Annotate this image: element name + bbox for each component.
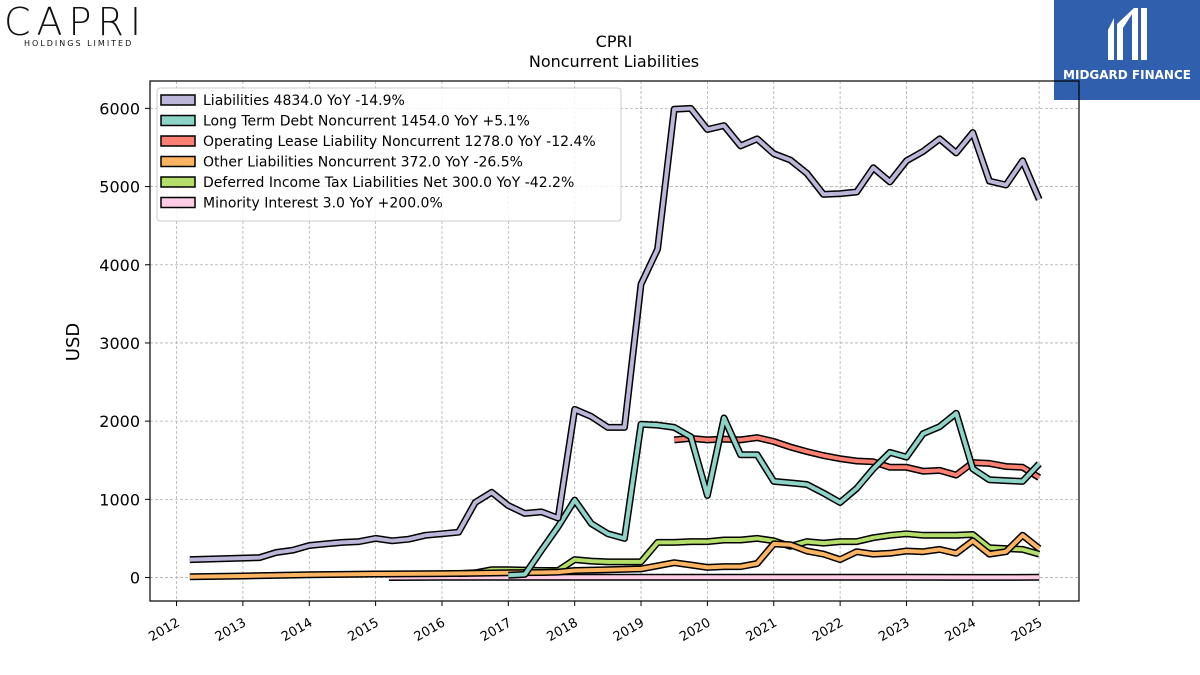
y-axis-label: USD [63,323,84,361]
y-tick-label: 3000 [99,334,140,353]
legend-swatch [160,155,196,168]
x-tick-label: 2023 [876,615,912,645]
midgard-finance-logo: MIDGARD FINANCE [1054,0,1200,100]
series-2 [673,434,1042,481]
chart-title: CPRI [596,32,633,51]
y-tick-label: 6000 [99,99,140,118]
series-3 [189,531,1042,581]
legend-item-3: Other Liabilities Noncurrent 372.0 YoY -… [160,155,523,171]
legend-label: Deferred Income Tax Liabilities Net 300.… [203,175,574,191]
legend-swatch [160,94,196,106]
legend-label: Long Term Debt Noncurrent 1454.0 YoY +5.… [203,114,530,130]
legend-item-2: Operating Lease Liability Noncurrent 127… [160,134,596,150]
legend-label: Minority Interest 3.0 YoY +200.0% [203,196,443,212]
chart-subtitle: Noncurrent Liabilities [529,52,699,71]
series-1 [508,409,1042,579]
series-line-outline [673,434,1042,481]
legend-item-0: Liabilities 4834.0 YoY -14.9% [160,93,405,109]
x-tick-label: 2012 [146,615,182,645]
x-tick-label: 2014 [279,615,315,645]
y-tick-label: 2000 [99,412,140,431]
plot-frame [149,80,1080,602]
legend-item-1: Long Term Debt Noncurrent 1454.0 YoY +5.… [160,114,530,130]
x-tick-label: 2016 [412,615,448,645]
x-tick-label: 2021 [744,615,780,645]
legend-swatch [160,176,196,188]
x-tick-label: 2024 [943,615,979,645]
capri-logo-subtitle: HOLDINGS LIMITED [24,39,134,48]
legend: Liabilities 4834.0 YoY -14.9% Long Term D… [156,87,622,222]
legend-item-4: Deferred Income Tax Liabilities Net 300.… [160,175,574,191]
series-line [189,106,1042,562]
x-tick-label: 2022 [810,615,846,645]
y-tick-label: 0 [130,569,140,588]
series-line [458,531,1040,576]
legend-label: Liabilities 4834.0 YoY -14.9% [203,93,405,109]
series-line [189,533,1041,579]
legend-swatch [160,196,196,209]
midgard-brand-text: MIDGARD FINANCE [1063,68,1191,82]
capri-logo-name: CAPRI [4,0,148,44]
legend-label: Other Liabilities Noncurrent 372.0 YoY -… [203,155,523,171]
x-tick-label: 2017 [478,615,514,645]
series-line [508,411,1041,578]
legend-item-5: Minority Interest 3.0 YoY +200.0% [160,196,443,212]
legend-swatch [160,135,196,147]
legend-box [156,87,622,222]
y-tick-label: 1000 [99,490,140,509]
x-tick-label: 2025 [1009,615,1045,645]
x-tick-label: 2020 [677,615,713,645]
x-tick-label: 2013 [213,615,249,645]
capri-logo: CAPRI HOLDINGS LIMITED [0,0,160,60]
series-4 [458,530,1041,578]
legend-label: Operating Lease Liability Noncurrent 127… [203,134,596,150]
x-tick-label: 2018 [545,615,581,645]
y-tick-label: 5000 [99,178,140,197]
series-0 [189,104,1043,564]
midgard-mark-icon [1108,8,1147,60]
y-tick-label: 4000 [99,256,140,275]
x-tick-label: 2015 [345,615,381,645]
series-layer [189,104,1043,581]
x-tick-label: 2019 [611,615,647,645]
legend-swatch [160,114,196,127]
